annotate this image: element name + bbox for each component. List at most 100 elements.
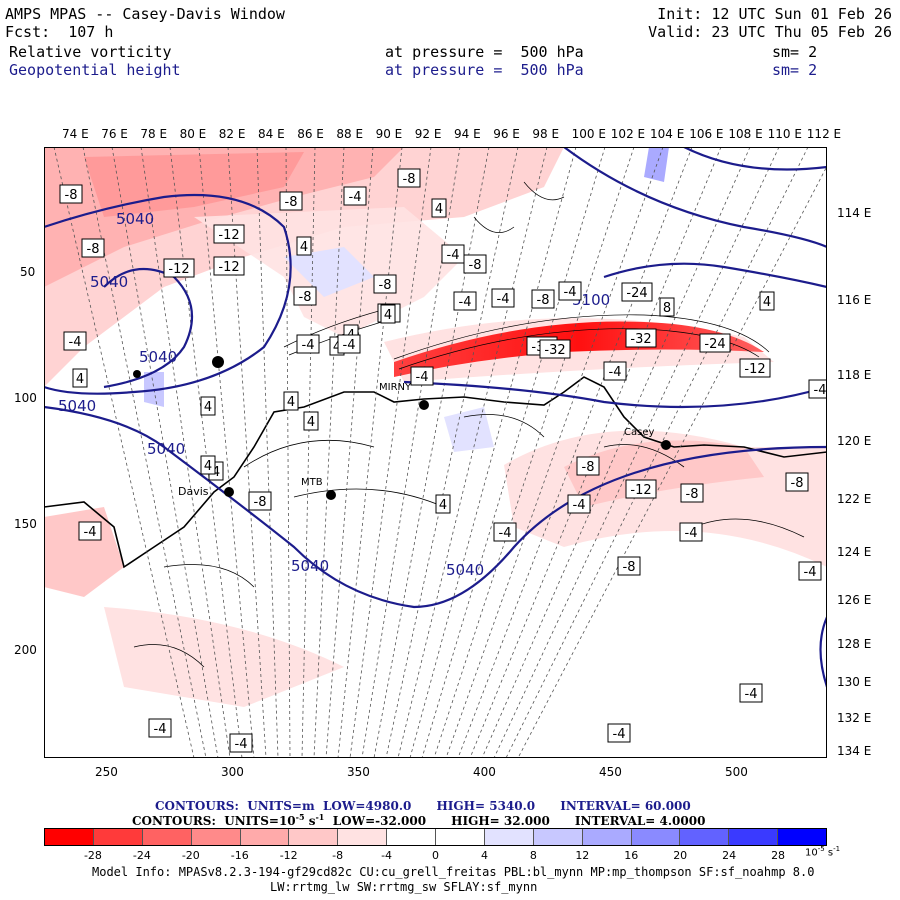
right-lon-label: 122 E — [837, 492, 872, 506]
colorbar-label: 0 — [432, 849, 439, 862]
vorticity-label: -4 — [441, 244, 465, 264]
map-border — [44, 147, 827, 758]
meridian-line — [111, 147, 219, 758]
vorticity-label: -8 — [576, 456, 600, 476]
meridian-line — [349, 147, 432, 758]
meridian-line — [445, 147, 664, 758]
svg-text:-4: -4 — [814, 383, 827, 398]
top-lon-label: 74 E — [62, 127, 89, 141]
vorticity-label: -8 — [279, 191, 303, 211]
top-lon-label: 104 E — [650, 127, 685, 141]
vorticity-label: 4 — [72, 368, 88, 388]
vorticity-label: -8 — [81, 238, 105, 258]
map-panel: Davis MTB MIRNY Casey 5040 5040 5040 504… — [44, 147, 827, 758]
vorticity-label: -24 — [621, 282, 653, 302]
station-mirny: MIRNY — [379, 382, 412, 393]
svg-text:8: 8 — [663, 301, 671, 316]
vorticity-label: -4 — [337, 334, 361, 354]
colorbar-label: 12 — [575, 849, 590, 862]
svg-text:4: 4 — [76, 372, 84, 387]
colorbar-label: -12 — [279, 849, 298, 862]
top-lon-label: 90 E — [375, 127, 403, 141]
svg-text:4: 4 — [763, 295, 771, 310]
vorticity-label: -4 — [148, 718, 172, 738]
svg-text:-8: -8 — [791, 476, 804, 491]
colorbar-swatch — [436, 829, 485, 845]
svg-text:5040: 5040 — [58, 397, 96, 415]
right-lon-label: 126 E — [837, 593, 872, 607]
colorbar-swatch — [729, 829, 779, 845]
colorbar-label: 8 — [529, 849, 537, 862]
vorticity-label: -4 — [607, 723, 631, 743]
svg-text:5040: 5040 — [139, 348, 177, 366]
svg-text:-4: -4 — [349, 190, 362, 205]
station-casey: Casey — [624, 427, 654, 438]
colorbar-swatch — [45, 829, 94, 845]
meridian-line — [493, 147, 780, 758]
meridian-line — [397, 147, 548, 758]
svg-text:-8: -8 — [299, 290, 312, 305]
colorbar-swatch — [533, 829, 583, 845]
coastline — [44, 376, 827, 569]
vorticity-label: 4 — [200, 455, 216, 475]
y-tick-label: 150 — [14, 517, 37, 531]
vorticity-label: -8 — [397, 168, 421, 188]
vorticity-label: -4 — [808, 379, 827, 399]
colorbar-label: 4 — [480, 849, 488, 862]
vorticity-label: -8 — [531, 289, 555, 309]
vorticity-label: -4 — [679, 522, 703, 542]
meridian-line — [469, 147, 722, 758]
right-lon-label: 116 E — [837, 293, 872, 307]
right-lon-label: 128 E — [837, 637, 872, 651]
top-lon-label: 82 E — [218, 127, 246, 141]
colorbar-label: -28 — [83, 849, 102, 862]
top-lon-label: 108 E — [728, 127, 763, 141]
vorticity-label: -4 — [798, 561, 822, 581]
x-tick-label: 300 — [221, 765, 244, 779]
colorbar-swatch — [778, 829, 826, 845]
svg-text:-4: -4 — [154, 722, 167, 737]
svg-text:-4: -4 — [804, 565, 817, 580]
right-lon-label: 114 E — [837, 206, 872, 220]
top-lon-label: 112 E — [806, 127, 842, 141]
svg-text:-12: -12 — [744, 362, 765, 377]
y-tick-label: 200 — [14, 643, 37, 657]
meridian-line — [457, 147, 693, 758]
vorticity-label: 4 — [431, 198, 447, 218]
svg-text:4: 4 — [435, 202, 443, 217]
x-tick-label: 400 — [473, 765, 496, 779]
svg-text:-4: -4 — [499, 526, 512, 541]
vorticity-label: -8 — [680, 483, 704, 503]
top-lon-label: 78 E — [140, 127, 168, 141]
svg-text:4: 4 — [439, 498, 447, 513]
meridian-line — [198, 147, 255, 758]
vorticity-label: -4 — [493, 522, 517, 542]
station-mtb: MTB — [301, 477, 323, 488]
vorticity-label: -8 — [463, 254, 487, 274]
colorbar-swatch — [387, 829, 436, 845]
svg-text:-4: -4 — [343, 338, 356, 353]
vorticity-label: -4 — [739, 683, 763, 703]
top-lon-label: 84 E — [258, 127, 285, 141]
svg-text:-4: -4 — [69, 335, 82, 350]
vorticity-label: -4 — [63, 331, 87, 351]
x-tick-label: 450 — [599, 765, 622, 779]
valid-time: Valid: 23 UTC Thu 05 Feb 26 — [648, 23, 892, 41]
svg-text:4: 4 — [212, 465, 220, 480]
meridian-line — [373, 147, 490, 758]
vorticity-label: -8 — [293, 286, 317, 306]
top-lon-label: 94 E — [454, 127, 481, 141]
meridian-line — [421, 147, 606, 758]
svg-text:-8: -8 — [403, 172, 416, 187]
svg-text:-8: -8 — [254, 495, 267, 510]
title-left: AMPS MPAS -- Casey-Davis Window — [5, 5, 285, 23]
svg-text:-4: -4 — [745, 687, 758, 702]
svg-text:-24: -24 — [704, 337, 725, 352]
svg-text:-8: -8 — [686, 487, 699, 502]
svg-text:-4: -4 — [613, 727, 626, 742]
colorbar-swatch — [338, 829, 388, 845]
vorticity-label: 4 — [435, 494, 451, 514]
colorbar-swatch — [582, 829, 632, 845]
inland-contours — [133, 414, 805, 668]
vorticity-label: -4 — [410, 366, 434, 386]
